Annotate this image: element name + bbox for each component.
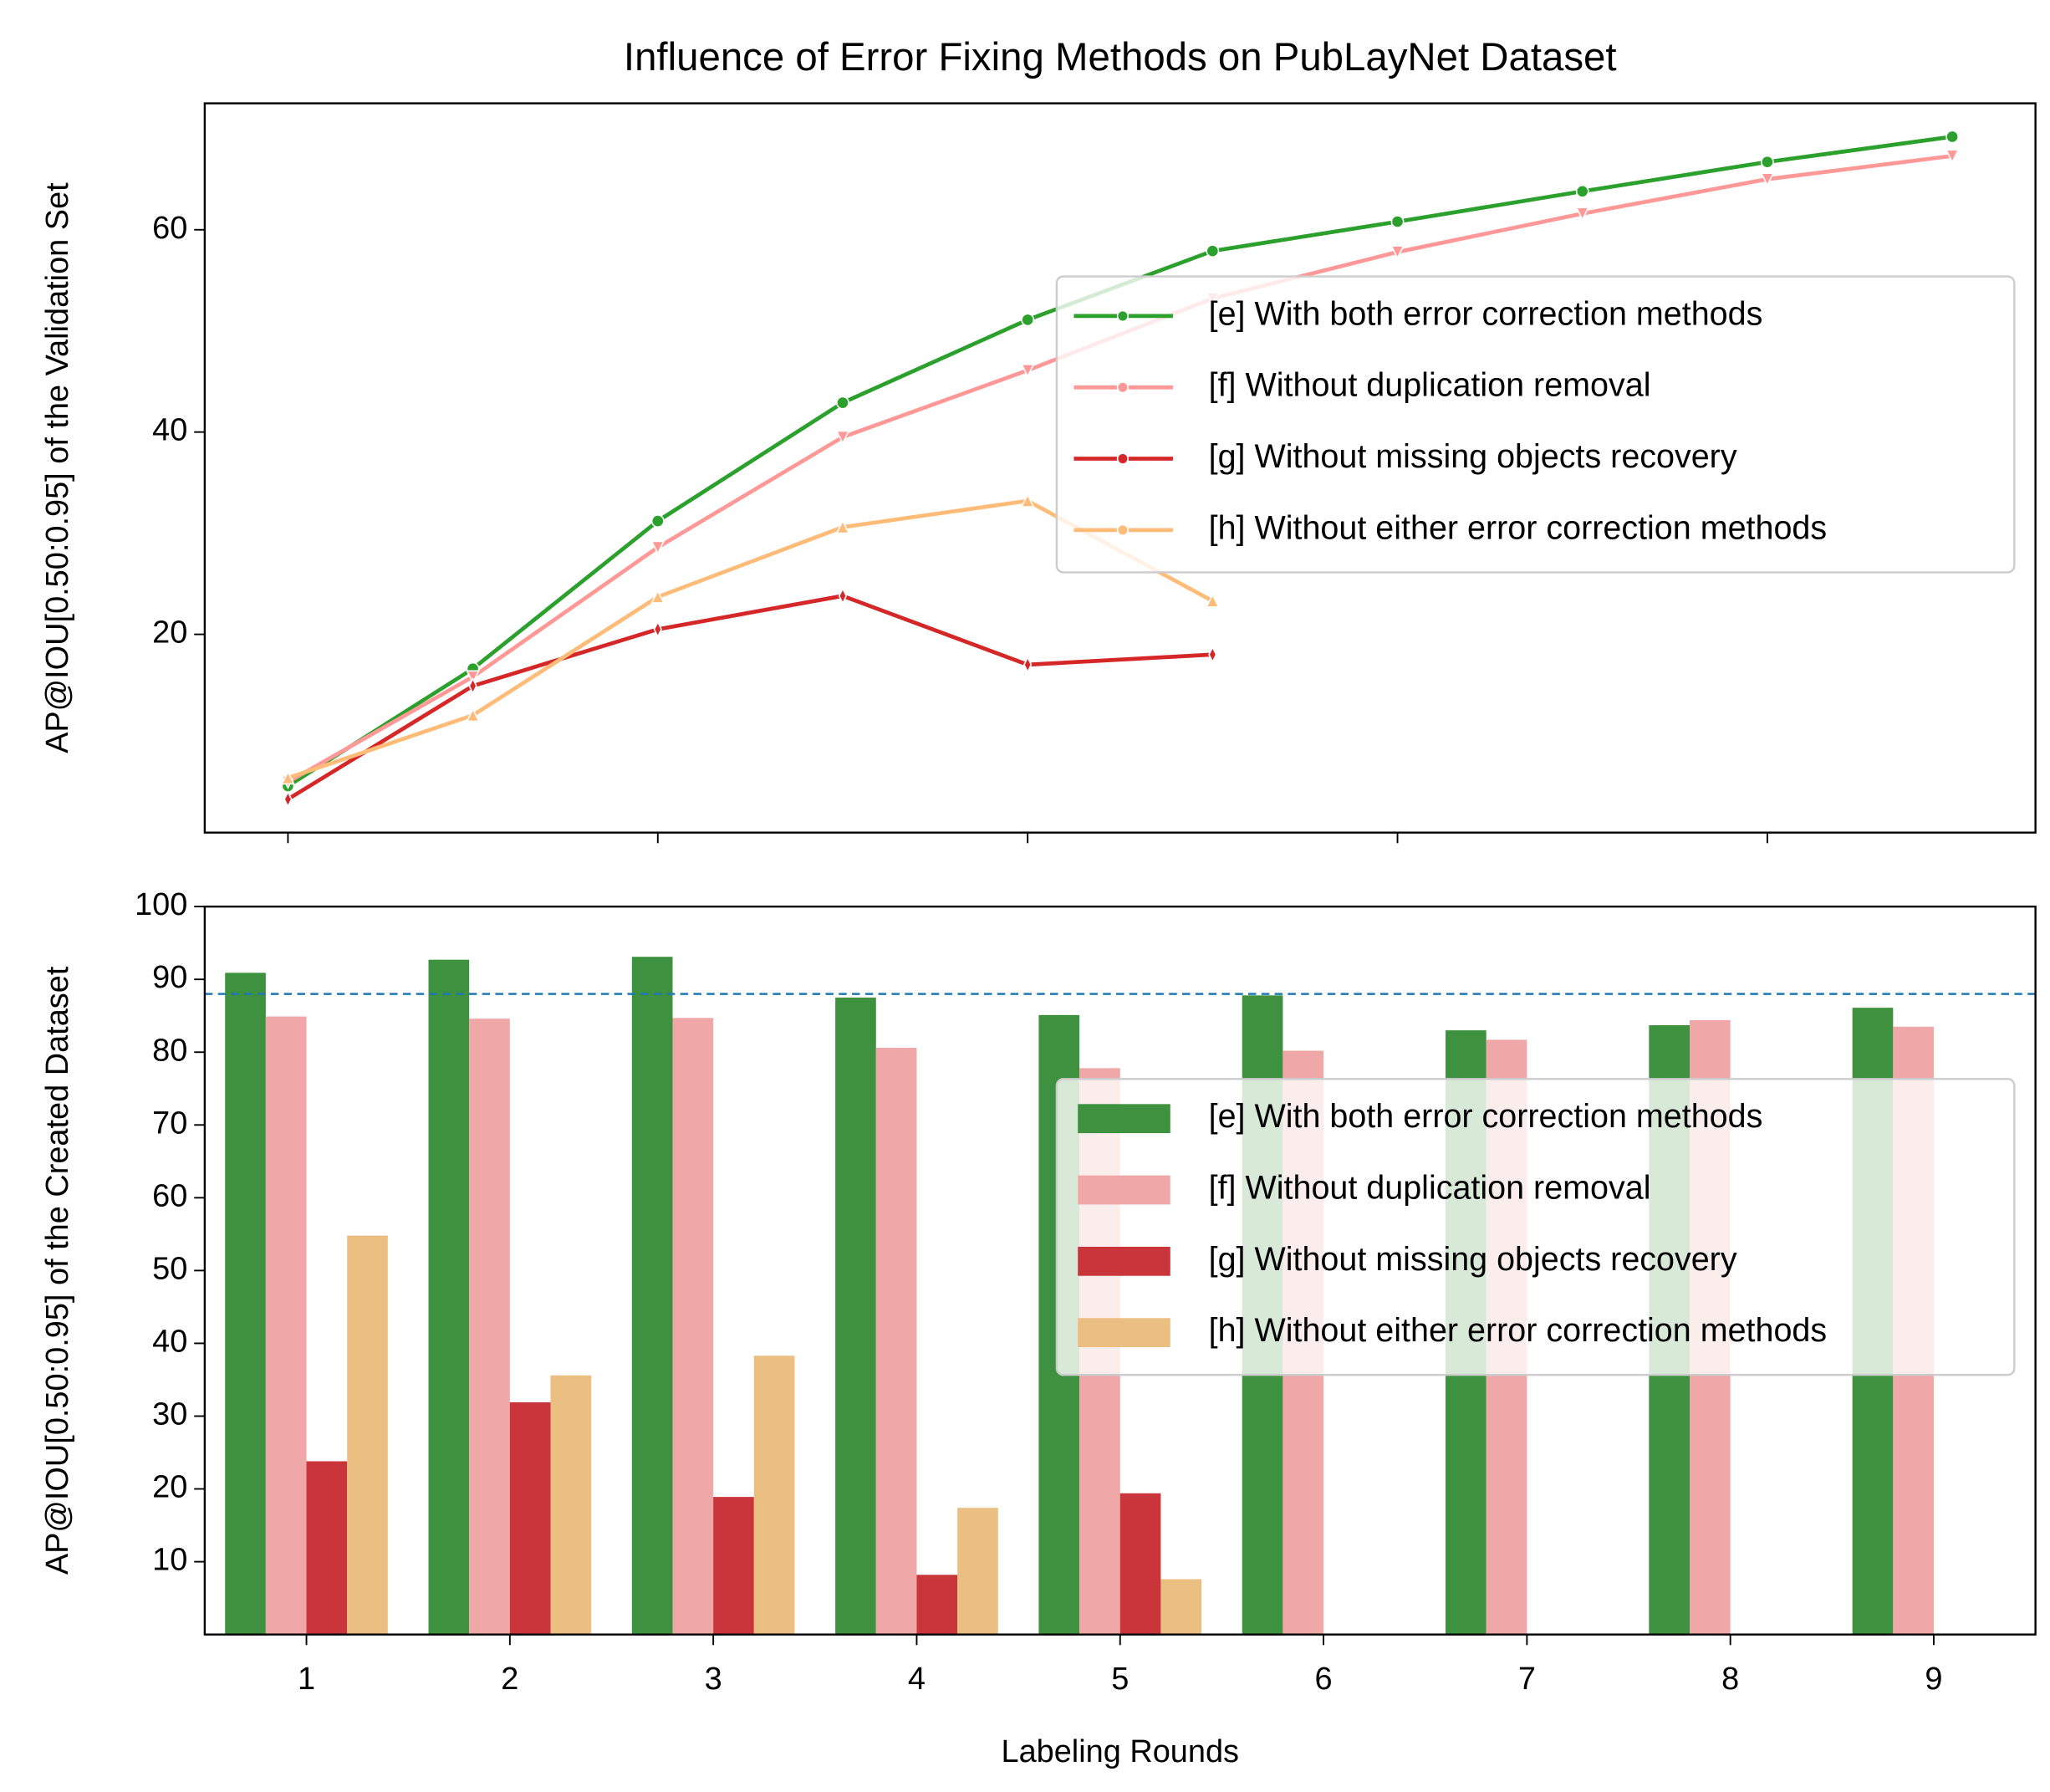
legend-swatch <box>1078 1318 1170 1348</box>
y-tick-label: 70 <box>152 1105 187 1141</box>
line <box>287 594 1213 801</box>
marker <box>835 430 850 445</box>
bar <box>347 1235 388 1635</box>
legend-label: [h] Without either error correction meth… <box>1209 1312 1828 1349</box>
x-tick-label: 8 <box>1721 1662 1739 1697</box>
marker <box>835 519 850 534</box>
marker <box>281 770 295 785</box>
legend: [e] With both error correction methods [f… <box>1055 275 2016 574</box>
y-tick-label: 40 <box>152 1324 187 1359</box>
x-axis-label: Labeling Rounds <box>1001 1734 1239 1769</box>
y-axis-label: AP@IOU[0.50:0.95] of the Validation Set <box>40 182 75 753</box>
marker <box>1575 207 1590 222</box>
bar <box>265 1016 307 1635</box>
x-tick-label: 7 <box>1518 1662 1536 1697</box>
legend-swatch <box>1078 1175 1170 1205</box>
y-tick-label: 20 <box>152 615 187 651</box>
legend-box <box>1055 275 2016 574</box>
marker <box>1945 149 1960 164</box>
marker <box>1575 184 1589 198</box>
marker <box>650 514 665 528</box>
legend-label: [f] Without duplication removal <box>1209 367 1651 404</box>
marker <box>1945 130 1959 144</box>
legend-swatch-marker <box>1116 381 1130 394</box>
legend-label: [h] Without either error correction meth… <box>1209 509 1828 546</box>
x-tick-label: 5 <box>1111 1662 1129 1697</box>
y-tick-label: 10 <box>152 1543 187 1578</box>
marker <box>1206 244 1220 258</box>
marker <box>1390 245 1405 260</box>
legend-box <box>1055 1078 2016 1376</box>
marker <box>1020 493 1035 508</box>
legend-swatch-marker <box>1116 452 1130 465</box>
legend-swatch-marker <box>1116 309 1130 323</box>
legend-swatch <box>1078 1246 1170 1276</box>
bar <box>713 1497 754 1635</box>
bar <box>631 957 673 1635</box>
y-tick-label: 40 <box>152 413 187 448</box>
y-axis-label: AP@IOU[0.50:0.95] of the Created Dataset <box>40 966 75 1575</box>
y-tick-label: 60 <box>152 1178 187 1213</box>
marker <box>838 587 848 605</box>
y-tick-label: 30 <box>152 1397 187 1432</box>
bar <box>916 1575 958 1635</box>
x-tick-label: 6 <box>1315 1662 1333 1697</box>
y-tick-label: 80 <box>152 1033 187 1068</box>
bar <box>835 997 876 1635</box>
x-tick-label: 3 <box>705 1662 722 1697</box>
bar <box>1119 1493 1161 1635</box>
legend-label: [g] Without missing objects recovery <box>1209 1241 1737 1278</box>
marker <box>468 676 477 695</box>
x-tick-label: 1 <box>298 1662 315 1697</box>
legend: [e] With both error correction methods [f… <box>1055 1078 2016 1376</box>
marker <box>1208 646 1217 664</box>
marker <box>650 540 665 555</box>
marker <box>1205 593 1220 608</box>
bar <box>225 973 266 1635</box>
marker <box>1390 215 1405 228</box>
marker <box>836 396 849 410</box>
marker <box>1761 155 1774 169</box>
bar <box>875 1048 917 1635</box>
chart-title: Influence of Error Fixing Methods on Pub… <box>624 35 1617 79</box>
y-tick-label: 100 <box>135 887 187 922</box>
y-tick-label: 20 <box>152 1470 187 1505</box>
legend-label: [e] With both error correction methods <box>1209 295 1763 332</box>
bar <box>428 959 470 1635</box>
marker <box>466 707 480 722</box>
legend-label: [e] With both error correction methods <box>1209 1098 1763 1135</box>
bar <box>469 1019 510 1635</box>
marker <box>466 670 480 685</box>
x-tick-label: 9 <box>1925 1662 1942 1697</box>
marker <box>1020 363 1035 378</box>
marker <box>1760 172 1775 187</box>
y-tick-label: 90 <box>152 960 187 995</box>
marker <box>653 620 662 638</box>
y-tick-label: 50 <box>152 1251 187 1286</box>
bar <box>1160 1579 1202 1635</box>
legend-swatch <box>1078 1104 1170 1134</box>
x-tick-label: 2 <box>501 1662 518 1697</box>
y-tick-label: 60 <box>152 211 187 246</box>
axes-frame <box>203 102 2037 834</box>
marker <box>650 589 665 604</box>
bar <box>753 1355 795 1635</box>
axes-frame <box>203 905 2037 1636</box>
marker <box>283 790 293 809</box>
marker <box>1021 313 1035 327</box>
bar <box>509 1401 551 1635</box>
bar <box>306 1461 348 1635</box>
legend-swatch-marker <box>1116 523 1130 536</box>
marker <box>1023 656 1033 674</box>
legend-label: [f] Without duplication removal <box>1209 1169 1651 1206</box>
legend-label: [g] Without missing objects recovery <box>1209 438 1737 475</box>
bar <box>672 1018 714 1635</box>
bar <box>957 1508 998 1635</box>
bar <box>550 1375 592 1635</box>
x-tick-label: 4 <box>908 1662 926 1697</box>
